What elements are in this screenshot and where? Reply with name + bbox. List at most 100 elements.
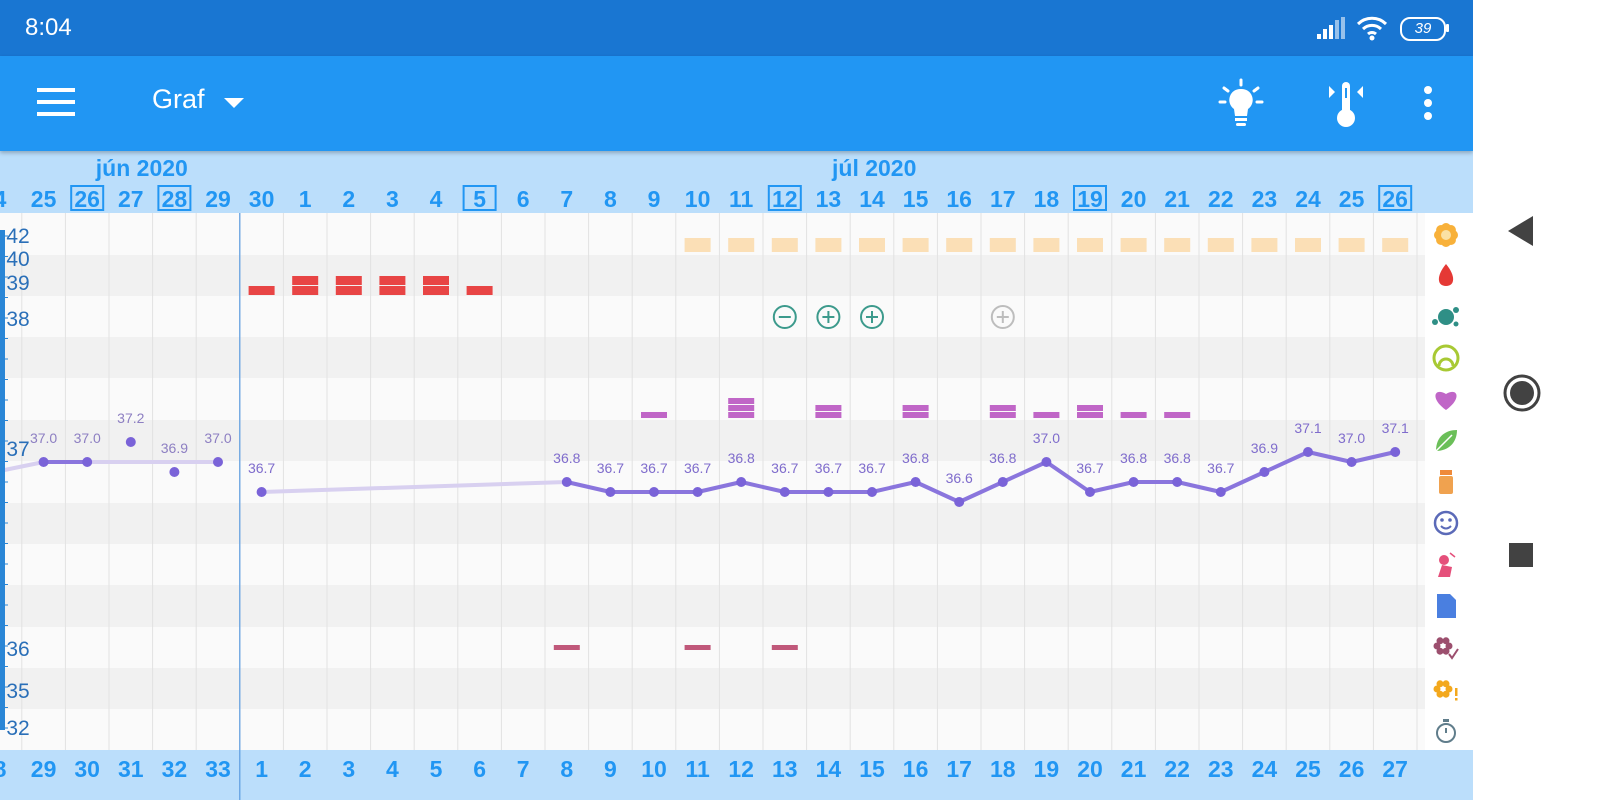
mucus-marker[interactable] <box>1077 412 1103 418</box>
note-icon[interactable] <box>1437 594 1456 618</box>
fertility-chart[interactable]: 4252627282930123456789101112131415161718… <box>0 0 1473 800</box>
test-positive-icon[interactable] <box>860 305 884 329</box>
date-label[interactable]: 3 <box>386 186 399 212</box>
temperature-point[interactable] <box>692 487 703 497</box>
date-label[interactable]: 13 <box>816 186 842 212</box>
temperature-point[interactable] <box>649 487 659 497</box>
fertile-marker[interactable] <box>771 238 798 252</box>
period-marker[interactable] <box>379 276 406 285</box>
fertile-marker[interactable] <box>1382 238 1409 252</box>
period-marker[interactable] <box>466 286 493 295</box>
temperature-point[interactable] <box>256 487 267 497</box>
date-label[interactable]: 15 <box>903 186 929 212</box>
lower-symptom-marker[interactable] <box>771 645 798 650</box>
splash-icon[interactable] <box>1432 307 1459 327</box>
mucus-marker[interactable] <box>989 405 1016 411</box>
date-label[interactable]: 9 <box>648 186 661 212</box>
period-marker[interactable] <box>379 286 406 295</box>
date-label[interactable]: 7 <box>560 186 573 212</box>
menu-icon[interactable] <box>36 86 76 118</box>
fertile-marker[interactable] <box>989 238 1016 252</box>
mucus-marker[interactable] <box>815 412 842 418</box>
mucus-marker[interactable] <box>989 412 1016 418</box>
mucus-marker[interactable] <box>902 412 929 418</box>
period-marker[interactable] <box>335 276 362 285</box>
flower-warning-icon[interactable] <box>1433 680 1458 701</box>
fertile-marker[interactable] <box>859 238 885 252</box>
fertile-marker[interactable] <box>1207 238 1234 252</box>
date-label[interactable]: 17 <box>990 186 1016 212</box>
mucus-marker[interactable] <box>902 405 929 411</box>
temperature-point[interactable] <box>867 487 877 497</box>
view-title[interactable]: Graf <box>152 84 205 114</box>
temperature-point[interactable] <box>605 487 616 497</box>
temperature-point[interactable] <box>1172 477 1183 487</box>
date-label[interactable]: 14 <box>859 186 885 212</box>
fertile-marker[interactable] <box>1033 238 1060 252</box>
lower-symptom-marker[interactable] <box>553 645 580 650</box>
temperature-point[interactable] <box>1259 467 1270 477</box>
drop-icon[interactable] <box>1438 264 1454 286</box>
pain-figure-icon[interactable] <box>1438 552 1456 577</box>
fertile-marker[interactable] <box>1251 238 1278 252</box>
stopwatch-icon[interactable] <box>1436 719 1456 743</box>
date-label[interactable]: 23 <box>1252 186 1278 212</box>
cervix-icon[interactable] <box>1432 344 1460 372</box>
mucus-marker[interactable] <box>815 405 842 411</box>
date-label[interactable]: 26 <box>74 186 100 212</box>
period-marker[interactable] <box>423 286 449 295</box>
fertile-marker[interactable] <box>815 238 842 252</box>
test-positive-icon[interactable] <box>816 305 841 329</box>
date-label[interactable]: 6 <box>517 186 530 212</box>
temperature-point[interactable] <box>38 457 49 467</box>
test-negative-icon[interactable] <box>772 305 797 329</box>
period-marker[interactable] <box>292 286 319 295</box>
temperature-point[interactable] <box>1085 487 1095 497</box>
temperature-point[interactable] <box>561 477 572 487</box>
temperature-point[interactable] <box>779 487 790 497</box>
temperature-point[interactable] <box>1303 447 1313 457</box>
smiley-icon[interactable] <box>1433 510 1459 536</box>
date-label[interactable]: 12 <box>772 186 798 212</box>
leaf-icon[interactable] <box>1435 430 1457 452</box>
temperature-point[interactable] <box>1346 457 1357 467</box>
fertile-marker[interactable] <box>902 238 929 252</box>
date-label[interactable]: 22 <box>1208 186 1234 212</box>
temperature-point[interactable] <box>997 477 1008 487</box>
date-label[interactable]: 4 <box>0 186 7 212</box>
mucus-marker[interactable] <box>728 412 755 418</box>
mucus-marker[interactable] <box>641 412 667 418</box>
fertile-marker[interactable] <box>1164 238 1191 252</box>
lower-symptom-marker[interactable] <box>684 645 711 650</box>
fertile-marker[interactable] <box>1120 238 1147 252</box>
period-marker[interactable] <box>335 286 362 295</box>
date-label[interactable]: 21 <box>1164 186 1190 212</box>
fertile-marker[interactable] <box>1295 238 1321 252</box>
date-label[interactable]: 25 <box>31 186 57 212</box>
date-label[interactable]: 30 <box>249 186 275 212</box>
dropdown-icon[interactable] <box>223 96 245 110</box>
temperature-point[interactable] <box>169 467 180 477</box>
date-label[interactable]: 16 <box>946 186 972 212</box>
date-label[interactable]: 19 <box>1077 186 1103 212</box>
heart-icon[interactable] <box>1435 391 1457 410</box>
date-label[interactable]: 26 <box>1382 186 1408 212</box>
fertile-marker[interactable] <box>684 238 711 252</box>
temperature-point[interactable] <box>82 457 93 467</box>
date-label[interactable]: 8 <box>604 186 617 212</box>
temperature-point[interactable] <box>1390 447 1401 457</box>
period-marker[interactable] <box>423 276 449 285</box>
mucus-marker[interactable] <box>1120 412 1147 418</box>
back-icon[interactable] <box>1505 214 1535 248</box>
date-label[interactable]: 28 <box>162 186 188 212</box>
fertile-marker[interactable] <box>728 238 755 252</box>
thermometer-icon[interactable] <box>1326 80 1366 130</box>
recents-icon[interactable] <box>1508 542 1534 568</box>
temperature-point[interactable] <box>1215 487 1226 497</box>
period-marker[interactable] <box>292 276 319 285</box>
mucus-marker[interactable] <box>728 405 755 411</box>
temperature-point[interactable] <box>954 497 965 507</box>
temperature-point[interactable] <box>125 437 136 447</box>
date-label[interactable]: 11 <box>729 186 754 212</box>
temperature-point[interactable] <box>823 487 834 497</box>
